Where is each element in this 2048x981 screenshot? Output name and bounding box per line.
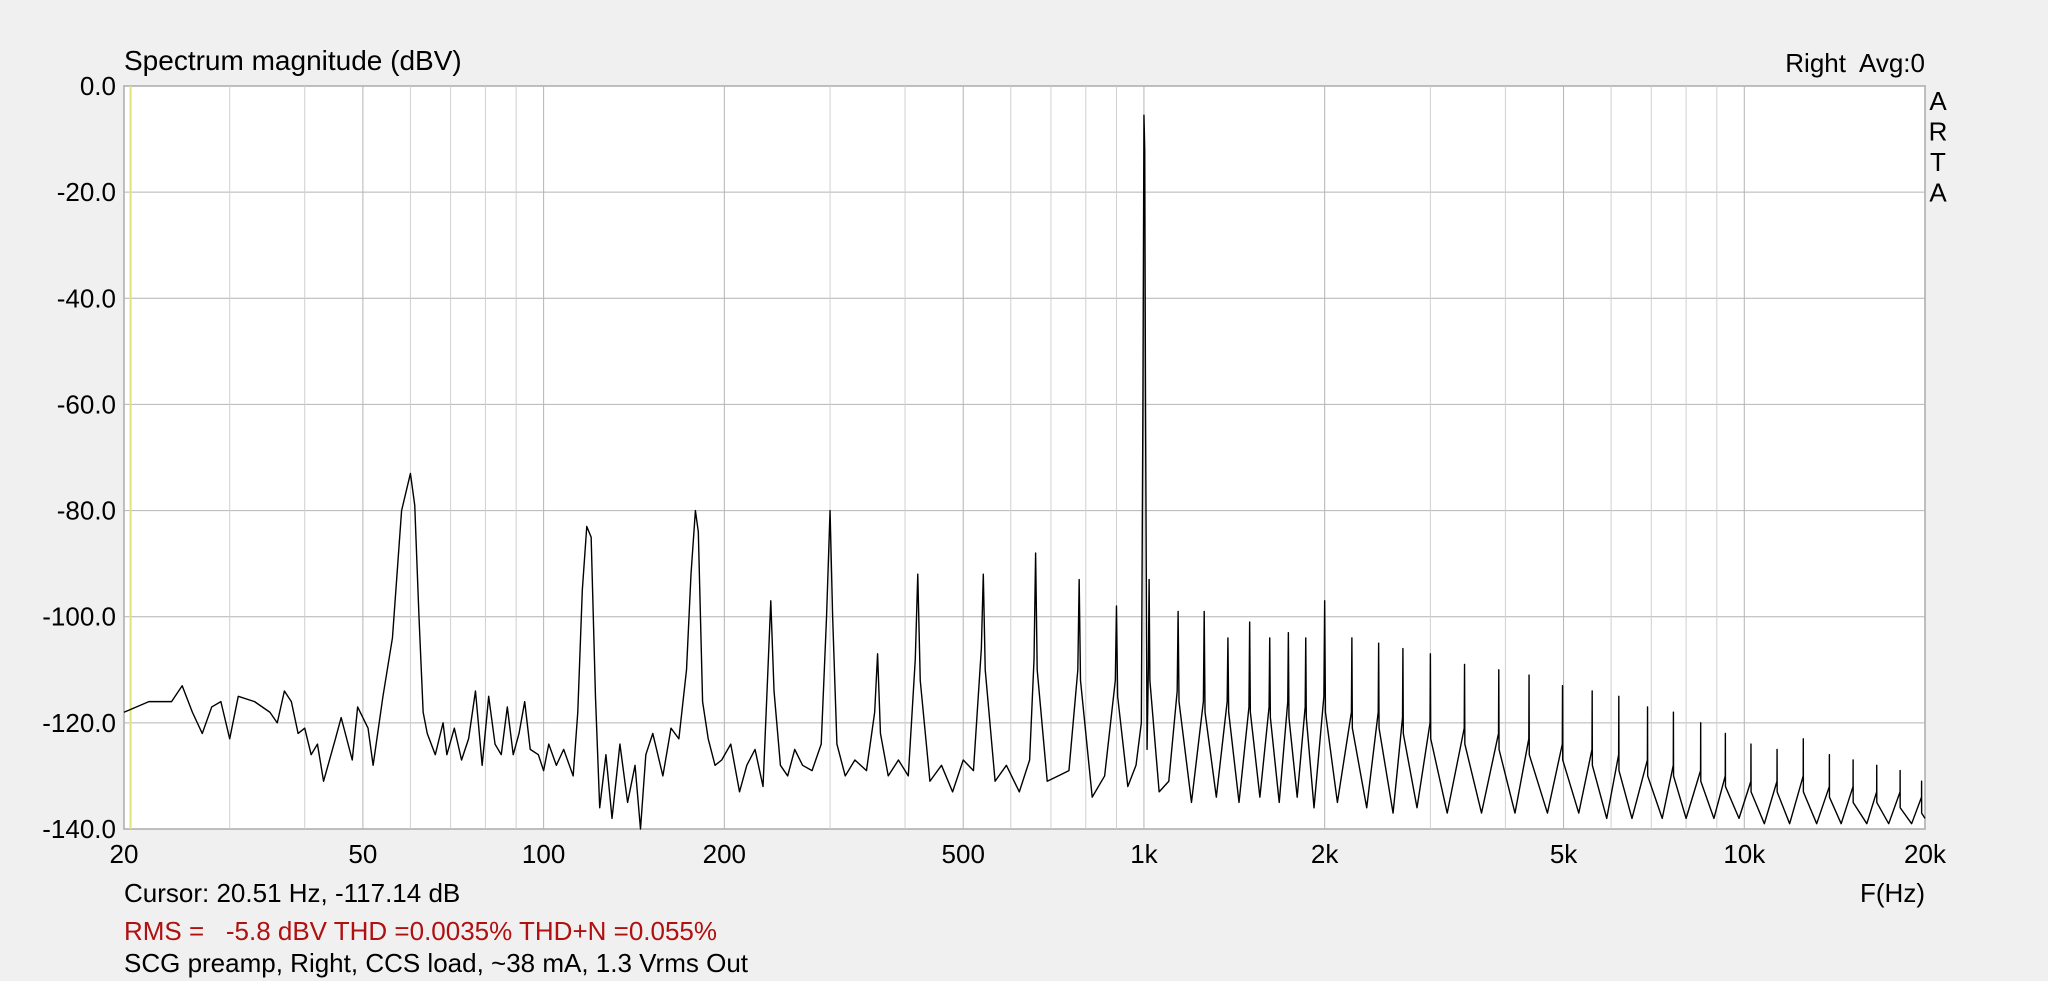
y-tick-label: -80.0 [57,496,116,526]
measurement-readout: RMS = -5.8 dBV THD =0.0035% THD+N =0.055… [124,916,717,946]
x-axis-label: F(Hz) [1860,878,1925,908]
spectrum-line [123,114,1926,830]
y-tick-label: -20.0 [57,177,116,207]
watermark-letter: T [1930,147,1946,177]
x-tick-label: 1k [1130,839,1158,869]
plot-area [123,85,1926,830]
cursor-readout: Cursor: 20.51 Hz, -117.14 dB [124,878,460,908]
y-tick-label: -140.0 [42,814,116,844]
chart-title: Spectrum magnitude (dBV) [124,45,462,76]
x-tick-label: 2k [1311,839,1339,869]
y-tick-label: -60.0 [57,389,116,419]
watermark-letter: A [1929,178,1947,208]
channel-label: Right Avg:0 [1785,48,1925,78]
x-tick-label: 5k [1550,839,1578,869]
x-tick-label: 200 [703,839,746,869]
watermark-letter: A [1929,86,1947,116]
y-tick-label: -100.0 [42,602,116,632]
x-tick-label: 20k [1904,839,1947,869]
x-tick-label: 20 [110,839,139,869]
x-tick-label: 50 [348,839,377,869]
y-tick-label: -120.0 [42,708,116,738]
marks [123,86,1926,830]
description: SCG preamp, Right, CCS load, ~38 mA, 1.3… [124,948,749,978]
x-tick-label: 100 [522,839,565,869]
x-tick-label: 10k [1723,839,1766,869]
y-tick-label: 0.0 [80,71,116,101]
watermark-letter: R [1929,117,1948,147]
grid [123,85,1926,830]
y-tick-label: -40.0 [57,283,116,313]
x-tick-label: 500 [942,839,985,869]
